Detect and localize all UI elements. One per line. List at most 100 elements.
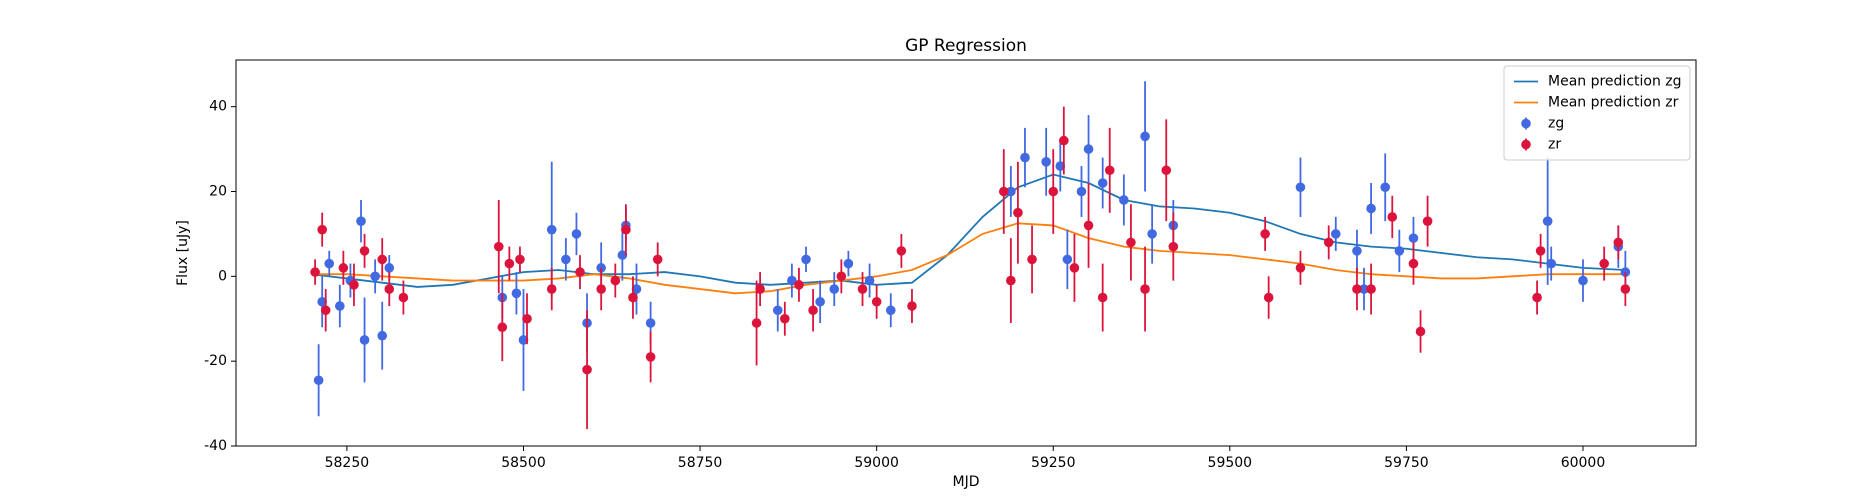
data-point bbox=[1542, 216, 1553, 226]
data-point bbox=[1104, 165, 1115, 176]
y-tick-label: 40 bbox=[209, 99, 227, 115]
data-point bbox=[1422, 216, 1433, 226]
data-point bbox=[1006, 186, 1016, 197]
data-point bbox=[864, 275, 875, 286]
data-point bbox=[1059, 135, 1069, 146]
x-tick-label: 58750 bbox=[678, 455, 723, 471]
data-point bbox=[324, 258, 335, 269]
data-point bbox=[571, 229, 582, 239]
data-point bbox=[370, 271, 380, 282]
data-point bbox=[1006, 275, 1016, 286]
data-point bbox=[1613, 237, 1624, 248]
data-point bbox=[1352, 284, 1362, 294]
x-tick-label: 58250 bbox=[325, 455, 370, 471]
data-point bbox=[1027, 254, 1037, 265]
data-point bbox=[377, 330, 388, 341]
data-point bbox=[751, 318, 762, 328]
data-point bbox=[1408, 233, 1419, 243]
data-point bbox=[356, 216, 366, 226]
data-point bbox=[896, 246, 907, 256]
y-tick-label: -20 bbox=[204, 353, 227, 369]
data-point bbox=[384, 284, 395, 294]
data-point bbox=[1168, 241, 1179, 252]
data-point bbox=[1048, 186, 1059, 197]
data-point bbox=[628, 292, 638, 303]
data-point bbox=[1408, 258, 1419, 269]
data-point bbox=[1062, 254, 1073, 265]
data-point bbox=[652, 254, 663, 265]
data-point bbox=[1097, 292, 1108, 303]
data-point bbox=[359, 335, 370, 345]
data-point bbox=[317, 224, 327, 235]
data-point bbox=[1366, 203, 1376, 214]
data-point bbox=[1140, 284, 1150, 294]
data-point bbox=[1330, 229, 1341, 239]
data-point bbox=[320, 305, 331, 316]
data-point bbox=[836, 271, 847, 282]
data-point bbox=[1546, 258, 1557, 269]
data-point bbox=[504, 258, 515, 269]
data-point bbox=[518, 335, 529, 345]
x-tick-label: 58500 bbox=[501, 455, 546, 471]
data-point bbox=[829, 284, 840, 294]
legend-label: zg bbox=[1548, 116, 1564, 132]
data-point bbox=[377, 254, 388, 265]
legend-label: Mean prediction zg bbox=[1548, 74, 1682, 90]
data-point bbox=[617, 250, 628, 260]
data-point bbox=[338, 263, 349, 273]
data-point bbox=[1076, 186, 1087, 197]
data-point bbox=[1394, 246, 1405, 256]
data-point bbox=[787, 275, 797, 286]
data-point bbox=[815, 296, 825, 307]
data-point bbox=[1532, 292, 1542, 303]
data-point bbox=[857, 284, 868, 294]
data-point bbox=[1126, 237, 1136, 248]
data-point bbox=[645, 318, 656, 328]
data-point bbox=[631, 284, 642, 294]
data-point bbox=[1260, 229, 1270, 239]
data-point bbox=[998, 186, 1009, 197]
data-point bbox=[1055, 161, 1066, 171]
plot-area bbox=[310, 81, 1631, 430]
x-tick-label: 59000 bbox=[854, 455, 899, 471]
data-point bbox=[780, 313, 790, 324]
data-point bbox=[546, 224, 557, 235]
data-point bbox=[1161, 165, 1172, 176]
data-point bbox=[1041, 157, 1051, 167]
data-point bbox=[1147, 229, 1157, 239]
data-point bbox=[596, 284, 606, 294]
mean-line bbox=[311, 222, 1626, 295]
data-point bbox=[794, 280, 804, 290]
data-point bbox=[349, 280, 359, 290]
data-point bbox=[1323, 237, 1334, 248]
data-point bbox=[1578, 275, 1588, 286]
data-point bbox=[1140, 131, 1150, 142]
data-point bbox=[1380, 182, 1391, 193]
data-point bbox=[772, 305, 783, 316]
y-tick-label: 0 bbox=[218, 268, 227, 284]
legend: Mean prediction zg Mean prediction zr zg zr bbox=[1503, 65, 1691, 161]
data-point bbox=[801, 254, 811, 265]
data-point bbox=[1359, 284, 1369, 294]
data-point bbox=[1387, 212, 1398, 222]
data-point bbox=[610, 275, 621, 286]
data-point bbox=[1097, 178, 1108, 188]
y-tick-label: 20 bbox=[209, 183, 227, 199]
plot-frame bbox=[235, 59, 1697, 447]
data-point bbox=[1295, 182, 1306, 193]
data-point bbox=[907, 301, 917, 311]
data-point bbox=[1366, 284, 1376, 294]
legend-swatch bbox=[1521, 139, 1531, 150]
data-point bbox=[871, 296, 882, 307]
data-point bbox=[1013, 207, 1023, 218]
data-point bbox=[359, 246, 370, 256]
y-axis-label: Flux [uJy] bbox=[175, 220, 191, 286]
data-point bbox=[546, 284, 557, 294]
data-point bbox=[1263, 292, 1274, 303]
data-point bbox=[511, 288, 522, 299]
data-point bbox=[317, 296, 327, 307]
data-point bbox=[515, 254, 525, 265]
data-point bbox=[493, 241, 504, 252]
data-point bbox=[1599, 258, 1609, 269]
legend-label: zr bbox=[1548, 137, 1561, 153]
